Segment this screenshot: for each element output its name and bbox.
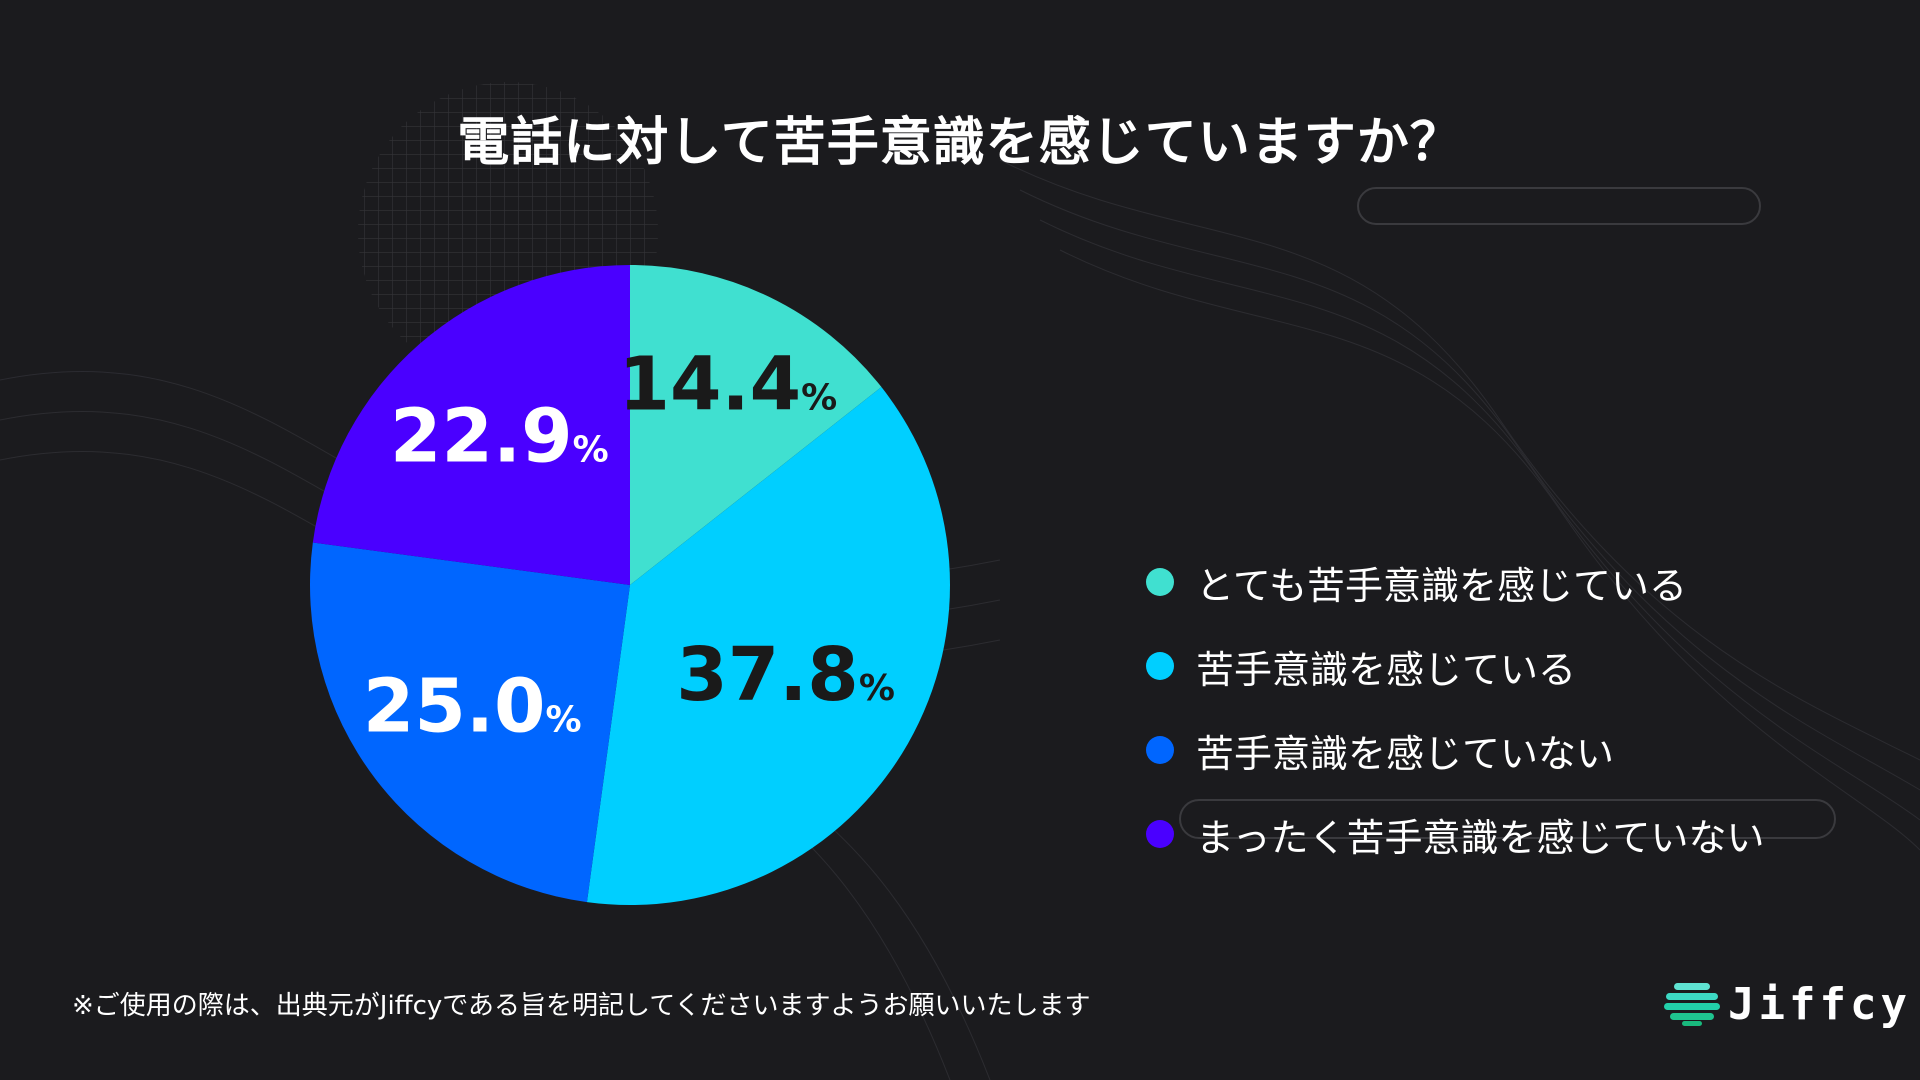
legend: とても苦手意識を感じている 苦手意識を感じている 苦手意識を感じていない まった… <box>1146 540 1764 876</box>
chart-title: 電話に対して苦手意識を感じていますか？ <box>457 113 1463 173</box>
legend-label-very-aware: とても苦手意識を感じている <box>1196 563 1687 608</box>
legend-item-very-aware: とても苦手意識を感じている <box>1146 540 1764 624</box>
data-label-aware: 37.8% <box>676 632 895 718</box>
data-label-not-aware: 25.0% <box>363 663 582 749</box>
legend-item-not-at-all: まったく苦手意識を感じていない <box>1146 792 1764 876</box>
legend-label-not-at-all: まったく苦手意識を感じていない <box>1196 815 1765 860</box>
data-label-very-aware: 14.4% <box>618 341 837 427</box>
data-label-not-at-all: 22.9% <box>390 394 609 480</box>
pie-slice-aware <box>586 387 950 905</box>
logo-text: Jiffcy <box>1728 978 1911 1030</box>
layered-stripes-logo-icon <box>1664 983 1720 1026</box>
legend-dot-very-aware <box>1146 568 1174 596</box>
pie-slice-not-at-all <box>312 265 630 585</box>
legend-item-not-aware: 苦手意識を感じていない <box>1146 708 1764 792</box>
pie-slice-very-aware <box>630 265 882 585</box>
legend-dot-not-at-all <box>1146 820 1174 848</box>
legend-dot-not-aware <box>1146 736 1174 764</box>
pie-slice-not-aware <box>309 542 630 903</box>
legend-dot-aware <box>1146 652 1174 680</box>
legend-label-aware: 苦手意識を感じている <box>1196 647 1577 692</box>
decor-pill-legend <box>1179 799 1836 839</box>
legend-label-not-aware: 苦手意識を感じていない <box>1196 731 1615 776</box>
legend-item-aware: 苦手意識を感じている <box>1146 624 1764 708</box>
source-footnote: ※ご使用の際は、出典元がJiffcyである旨を明記してくださいますようお願いいた… <box>72 991 1091 1021</box>
decor-pill-top <box>1357 187 1761 225</box>
pie-chart: 14.4% 37.8% 25.0% 22.9% <box>309 265 950 905</box>
brand-logo: Jiffcy <box>1664 976 1911 1032</box>
